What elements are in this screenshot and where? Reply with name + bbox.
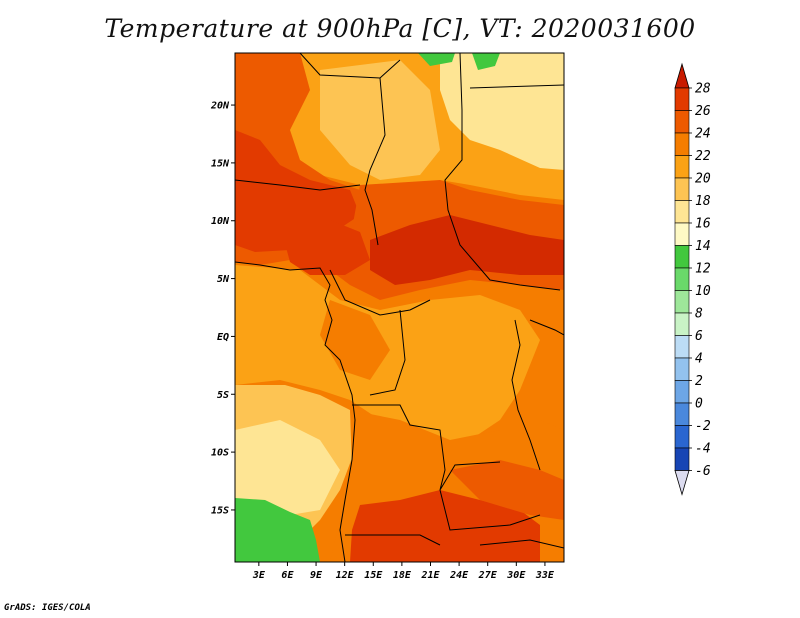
colorbar-tick-label: 4 bbox=[695, 352, 703, 367]
region-southwest-green bbox=[235, 498, 320, 562]
x-tick-label: 21E bbox=[420, 570, 440, 581]
colorbar-swatch bbox=[674, 380, 690, 404]
colorbar-tick-label: 12 bbox=[695, 262, 711, 277]
colorbar-swatch bbox=[674, 267, 690, 291]
colorbar-tick-label: 18 bbox=[695, 194, 711, 209]
colorbar-swatch bbox=[674, 87, 690, 111]
colorbar-swatch bbox=[674, 110, 690, 134]
y-tick-label: 20N bbox=[210, 101, 230, 112]
country-borders bbox=[235, 53, 564, 562]
colorbar-swatch bbox=[674, 155, 690, 179]
x-tick-label: 15E bbox=[364, 570, 383, 581]
grads-credit: GrADS: IGES/COLA bbox=[4, 603, 91, 613]
colorbar-swatch bbox=[674, 200, 690, 224]
colorbar-swatch bbox=[674, 290, 690, 314]
colorbar-swatch bbox=[674, 335, 690, 359]
x-tick-label: 18E bbox=[393, 570, 412, 581]
colorbar-tick-label: 26 bbox=[695, 104, 711, 119]
x-tick-label: 33E bbox=[535, 570, 555, 581]
colorbar-over-arrow bbox=[674, 62, 690, 89]
x-tick-label: 27E bbox=[478, 570, 498, 581]
colorbar-tick-label: -6 bbox=[695, 464, 711, 479]
colorbar-tick-label: 22 bbox=[695, 149, 711, 164]
colorbar-tick-label: -4 bbox=[695, 442, 711, 457]
colorbar-tick-label: 8 bbox=[695, 307, 703, 322]
region-north-east-cool bbox=[440, 53, 564, 170]
colorbar-tick-label: 0 bbox=[695, 397, 703, 412]
colorbar-tick-label: 20 bbox=[695, 172, 711, 187]
region-sahel-band bbox=[280, 220, 370, 275]
y-tick-label: 15N bbox=[211, 158, 230, 169]
colorbar-tick-label: 14 bbox=[695, 239, 711, 254]
y-tick-label: 10N bbox=[211, 216, 230, 227]
colorbar-swatch bbox=[674, 357, 690, 381]
colorbar-tick-label: 16 bbox=[695, 217, 711, 232]
colorbar-swatch bbox=[674, 425, 690, 449]
colorbar-swatch bbox=[674, 312, 690, 336]
y-tick-label: 15S bbox=[211, 505, 229, 516]
colorbar-tick-label: -2 bbox=[695, 419, 711, 434]
region-north-green bbox=[418, 53, 455, 66]
x-axis: 3E 6E 9E 12E 15E 18E 21E 24E 27E 30E 33E bbox=[252, 562, 555, 581]
colorbar-tick-label: 10 bbox=[695, 284, 711, 299]
x-tick-label: 30E bbox=[506, 570, 526, 581]
colorbar-swatch bbox=[674, 132, 690, 156]
region-southwest-cool bbox=[235, 420, 340, 515]
x-tick-label: 9E bbox=[310, 570, 323, 581]
colorbar-swatch bbox=[674, 245, 690, 269]
region-north-central-warm bbox=[320, 60, 440, 180]
y-tick-label: EQ bbox=[217, 332, 229, 343]
colorbar-tick-label: 28 bbox=[695, 82, 711, 97]
x-tick-label: 24E bbox=[449, 570, 469, 581]
map-frame bbox=[234, 52, 565, 563]
colorbar-swatch bbox=[674, 177, 690, 201]
colorbar-swatch bbox=[674, 222, 690, 246]
colorbar-tick-label: 2 bbox=[695, 374, 703, 389]
x-tick-label: 12E bbox=[336, 570, 355, 581]
region-central-hot-core bbox=[370, 215, 564, 285]
region-south-hot bbox=[450, 460, 564, 520]
y-tick-label: 5S bbox=[217, 390, 229, 401]
y-tick-label: 5N bbox=[217, 274, 230, 285]
x-tick-label: 3E bbox=[252, 570, 266, 581]
colorbar-swatch bbox=[674, 447, 690, 471]
colorbar-tick-label: 24 bbox=[695, 127, 711, 142]
colorbar-under-arrow bbox=[674, 470, 690, 496]
x-tick-label: 6E bbox=[281, 570, 294, 581]
chart-title: Temperature at 900hPa [C], VT: 202003160… bbox=[104, 14, 696, 43]
colorbar-tick-label: 6 bbox=[695, 329, 703, 344]
region-north-green bbox=[472, 53, 500, 70]
heatmap-field bbox=[235, 53, 564, 562]
colorbar-swatch bbox=[674, 402, 690, 426]
y-tick-label: 10S bbox=[211, 448, 229, 459]
y-axis: 20N 15N 10N 5N EQ 5S 10S 15S bbox=[210, 101, 235, 516]
region-congo-basin bbox=[320, 300, 390, 380]
